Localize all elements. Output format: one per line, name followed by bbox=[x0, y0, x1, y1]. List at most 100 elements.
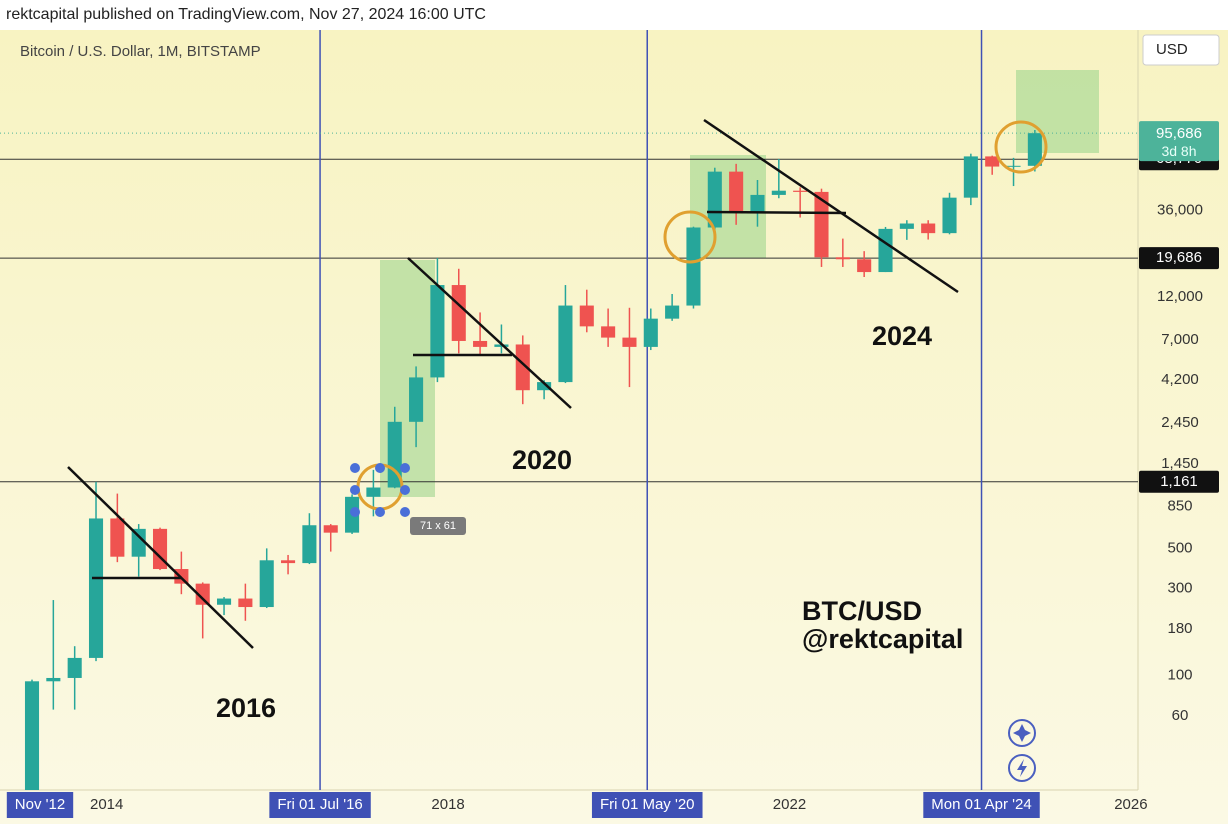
x-tick-label: 2022 bbox=[773, 796, 806, 813]
support-line bbox=[706, 210, 847, 215]
candle-body bbox=[46, 677, 61, 682]
highlight-circle bbox=[663, 210, 717, 264]
x-tick-label: 2026 bbox=[1114, 796, 1147, 813]
x-tick-label: 2014 bbox=[90, 796, 123, 813]
candle-body bbox=[686, 227, 701, 306]
y-tick-label: 500 bbox=[1167, 539, 1192, 556]
trend-line bbox=[67, 466, 254, 649]
candle-body bbox=[238, 598, 253, 608]
candle-body bbox=[451, 285, 466, 341]
y-tick-label: 300 bbox=[1167, 580, 1192, 597]
y-tick-label: 100 bbox=[1167, 667, 1192, 684]
candle-body bbox=[88, 518, 104, 658]
candle-body bbox=[323, 525, 338, 533]
highlight-circle bbox=[994, 120, 1048, 174]
candle-body bbox=[835, 257, 850, 260]
candle-body bbox=[558, 305, 573, 383]
price-label: 19,686 bbox=[1156, 249, 1202, 266]
trend-line bbox=[407, 257, 572, 409]
candle-body bbox=[579, 305, 594, 327]
y-tick-label: 36,000 bbox=[1157, 201, 1203, 218]
price-label-box bbox=[1139, 470, 1219, 493]
date-marker-box bbox=[6, 792, 74, 818]
candle-body bbox=[281, 560, 296, 564]
y-tick-label: 180 bbox=[1167, 620, 1192, 637]
x-tick-label: 2018 bbox=[431, 796, 464, 813]
price-label-box bbox=[1139, 247, 1219, 270]
candle-body bbox=[1027, 133, 1042, 166]
candle-body bbox=[409, 377, 424, 422]
currency[interactable]: USD bbox=[1156, 41, 1188, 58]
candle-body bbox=[537, 382, 552, 391]
last-price-box bbox=[1139, 121, 1219, 162]
date-marker-box bbox=[923, 792, 1040, 818]
y-tick-label: 12,000 bbox=[1157, 288, 1203, 305]
candle-body bbox=[131, 528, 146, 557]
annotation: 2020 bbox=[512, 445, 572, 475]
candle-body bbox=[67, 657, 82, 678]
measure-box bbox=[410, 517, 466, 535]
candle-body bbox=[707, 171, 722, 228]
candle-body bbox=[494, 344, 509, 347]
annotation: BTC/USD bbox=[802, 596, 922, 626]
countdown: 3d 8h bbox=[1161, 143, 1196, 159]
y-tick-label: 7,000 bbox=[1161, 331, 1199, 348]
drawings: 71 x 61 2016 2020 2024 BTC/USD @rektcapi… bbox=[67, 118, 1048, 782]
publisher: rektcapital published on TradingView.com… bbox=[6, 6, 486, 23]
date-marker-box bbox=[591, 792, 703, 818]
symbol-title: Bitcoin / U.S. Dollar, 1M, BITSTAMP bbox=[20, 43, 261, 60]
date-marker-label: Nov '12 bbox=[15, 796, 65, 813]
plot-area bbox=[0, 30, 1138, 790]
candle-body bbox=[643, 318, 658, 347]
icon bbox=[1013, 724, 1031, 742]
candle-body bbox=[985, 156, 1000, 167]
candle-body bbox=[963, 156, 978, 198]
candle-body bbox=[473, 340, 488, 347]
y-tick-label: 1,450 bbox=[1161, 455, 1199, 472]
price-label: 1,161 bbox=[1160, 473, 1198, 490]
candle-body bbox=[665, 305, 680, 319]
candle-body bbox=[24, 681, 40, 790]
icon bbox=[1017, 759, 1027, 777]
candle-body bbox=[195, 583, 210, 605]
candle-body bbox=[259, 560, 274, 608]
candle-body bbox=[942, 197, 957, 234]
candle-body bbox=[1006, 165, 1021, 167]
selection-handles[interactable] bbox=[350, 463, 410, 517]
candle-body bbox=[857, 259, 872, 273]
header-bar bbox=[0, 0, 1228, 30]
candle-body bbox=[110, 518, 125, 557]
candle-body bbox=[878, 228, 893, 273]
chart-background bbox=[0, 30, 1228, 824]
candle-body bbox=[515, 344, 530, 391]
candle-body bbox=[366, 487, 381, 497]
annotation: @rektcapital bbox=[802, 624, 963, 654]
icon-button[interactable] bbox=[1008, 719, 1036, 747]
candle-body bbox=[899, 223, 914, 229]
currency-box[interactable] bbox=[1142, 34, 1220, 66]
icon-button[interactable] bbox=[1008, 754, 1036, 782]
candle-body bbox=[729, 171, 744, 213]
candle-body bbox=[921, 223, 936, 234]
candle-body bbox=[814, 191, 829, 258]
date-marker-label: Mon 01 Apr '24 bbox=[931, 796, 1031, 813]
measure-label: 71 x 61 bbox=[420, 520, 456, 532]
date-marker-label: Fri 01 Jul '16 bbox=[277, 796, 362, 813]
candle-body bbox=[793, 190, 808, 192]
y-tick-label: 60 bbox=[1172, 707, 1189, 724]
candle-body bbox=[601, 326, 616, 338]
date-marker-box bbox=[269, 792, 371, 818]
candle-body bbox=[771, 190, 786, 195]
candle-body bbox=[387, 421, 402, 488]
annotation: 2016 bbox=[216, 693, 276, 723]
y-tick-label: 4,200 bbox=[1161, 371, 1199, 388]
candle-body bbox=[302, 525, 317, 564]
y-tick-label: 2,450 bbox=[1161, 414, 1199, 431]
annotation: 2024 bbox=[872, 321, 932, 351]
y-tick-label: 850 bbox=[1167, 497, 1192, 514]
candle-body bbox=[622, 337, 637, 347]
trend-line bbox=[703, 118, 959, 294]
last-price-label: 95,686 bbox=[1156, 125, 1202, 142]
